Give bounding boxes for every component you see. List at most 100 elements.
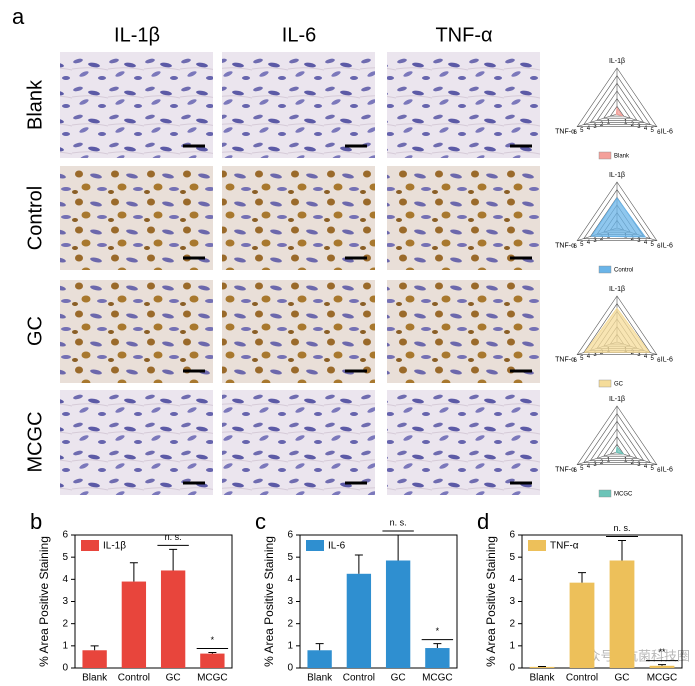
error-bar	[315, 643, 324, 651]
x-tick-label: MCGC	[422, 673, 453, 684]
panel-label: a	[12, 4, 25, 29]
radar-grid	[576, 67, 658, 127]
significance-label: n. s.	[613, 523, 630, 533]
legend-label: IL-1β	[103, 541, 126, 552]
radar-axis-label: TNF-α	[555, 128, 575, 135]
panel-label: d	[477, 509, 489, 534]
radar-grid	[603, 98, 631, 119]
radar-tick-label: 6	[573, 468, 577, 474]
y-tick-label: 2	[287, 618, 293, 629]
y-tick-label: 0	[62, 663, 68, 674]
error-bar	[208, 651, 217, 654]
radar-axis-label: TNF-α	[555, 356, 575, 363]
x-tick-label: Control	[343, 673, 375, 684]
micrograph	[60, 166, 213, 270]
y-tick-label: 4	[62, 574, 68, 585]
y-tick-label: 5	[62, 552, 68, 563]
micrograph	[60, 52, 213, 158]
x-tick-label: GC	[391, 673, 406, 684]
radar-grid	[583, 413, 651, 463]
radar-area	[615, 106, 624, 117]
row-label: Control	[24, 186, 46, 250]
bar	[200, 653, 225, 668]
legend-swatch	[598, 151, 612, 160]
error-bar	[129, 562, 138, 582]
radar-tick-label: 4	[587, 126, 591, 132]
radar-tick-label: 5	[580, 356, 584, 362]
x-tick-label: Blank	[307, 673, 333, 684]
y-tick-label: 6	[287, 530, 293, 541]
radar-axis	[577, 451, 618, 465]
x-tick-label: Blank	[529, 673, 555, 684]
bar	[346, 573, 372, 668]
y-tick-label: 2	[62, 618, 68, 629]
legend-label: TNF-α	[550, 541, 579, 552]
radar-axis	[577, 113, 618, 127]
x-tick-label: Control	[566, 673, 598, 684]
radar-tick-label: 5	[651, 356, 655, 362]
radar-area	[583, 307, 651, 353]
x-tick-label: GC	[615, 673, 630, 684]
legend-label: GC	[614, 382, 624, 388]
error-bar	[658, 664, 666, 666]
radar-tick-label: 5	[651, 466, 655, 472]
radar-axis-label: IL-1β	[609, 58, 625, 65]
radar-axis-label: IL-6	[661, 242, 673, 249]
radar-tick-label: 4	[587, 240, 591, 246]
radar-grid	[583, 75, 651, 125]
bar	[649, 665, 675, 668]
radar-tick-label: 6	[573, 130, 577, 136]
y-tick-label: 0	[287, 663, 293, 674]
y-tick-label: 6	[62, 530, 68, 541]
error-bar	[578, 572, 586, 583]
x-tick-label: Blank	[82, 673, 108, 684]
micrograph	[60, 280, 213, 383]
significance-label: n. s.	[165, 532, 182, 542]
bar	[82, 650, 107, 668]
bar	[307, 650, 332, 668]
radar-tick-label: 6	[657, 468, 661, 474]
radar-axis	[616, 113, 657, 127]
y-tick-label: 6	[509, 530, 515, 541]
y-tick-label: 1	[287, 640, 293, 651]
x-tick-label: MCGC	[197, 673, 228, 684]
y-tick-label: 3	[62, 596, 68, 607]
bar	[569, 582, 595, 668]
panel-label: b	[30, 509, 42, 534]
legend-swatch	[81, 540, 99, 551]
x-tick-label: Control	[118, 673, 150, 684]
y-tick-label: 5	[509, 552, 515, 563]
radar-tick-label: 6	[573, 358, 577, 364]
micrograph	[222, 390, 375, 495]
legend-swatch	[528, 540, 546, 551]
x-tick-label: MCGC	[647, 673, 678, 684]
radar-area	[615, 445, 625, 455]
radar-tick-label: 6	[573, 244, 577, 250]
y-axis-title: % Area Positive Staining	[262, 536, 276, 667]
micrograph	[387, 166, 540, 270]
y-tick-label: 0	[509, 663, 515, 674]
micrograph	[387, 52, 540, 158]
y-tick-label: 4	[509, 574, 515, 585]
y-axis-title: % Area Positive Staining	[37, 536, 51, 667]
legend-swatch	[306, 540, 324, 551]
y-tick-label: 3	[287, 596, 293, 607]
error-bar	[618, 540, 626, 561]
radar-axis-label: IL-6	[661, 466, 673, 473]
radar-tick-label: 5	[580, 466, 584, 472]
radar-axis-label: IL-1β	[609, 172, 625, 179]
radar-grid	[603, 436, 631, 457]
radar-tick-label: 4	[644, 126, 648, 132]
legend-label: Blank	[614, 154, 630, 160]
micrograph	[222, 52, 375, 158]
radar-axis-label: IL-6	[661, 128, 673, 135]
radar-tick-label: 4	[644, 354, 648, 360]
legend-swatch	[598, 265, 612, 274]
error-bar	[394, 534, 403, 561]
radar-axis-label: TNF-α	[555, 242, 575, 249]
micrographs	[60, 52, 540, 495]
radar-grid	[589, 82, 645, 123]
radar-tick-label: 5	[580, 128, 584, 134]
error-bar	[433, 643, 442, 649]
